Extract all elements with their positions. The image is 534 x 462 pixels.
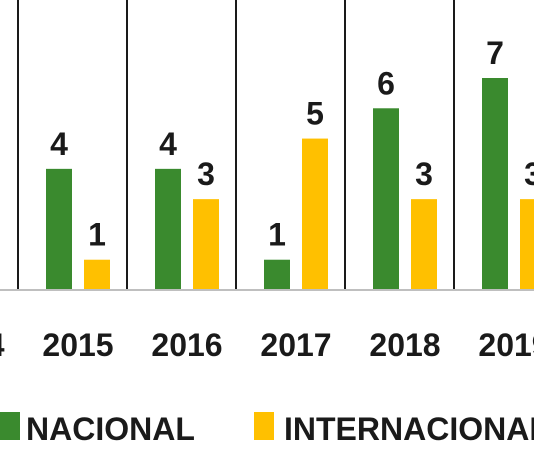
value-label-internacional-2016: 3 [197,156,215,192]
bar-internacional-2017 [302,138,328,290]
bar-nacional-2017 [264,259,290,290]
x-tick-label-2017: 2017 [260,327,331,363]
legend-swatch-nacional [0,412,20,440]
bar-nacional-2018 [373,108,399,291]
x-tick-label-2019: 2019 [478,327,534,363]
legend-swatch-internacional [254,412,274,440]
x-tick-labels: 2014 2015 2016 2017 2018 2019 [0,327,534,363]
legend-label-nacional: NACIONAL [26,411,195,447]
x-tick-label-2016: 2016 [151,327,222,363]
bars [46,78,534,291]
legend: NACIONAL INTERNACIONAL [0,411,534,447]
bar-internacional-2018 [411,199,437,290]
value-label-nacional-2019: 7 [486,35,504,71]
value-label-internacional-2015: 1 [88,217,106,253]
bar-nacional-2016 [155,168,181,290]
bar-nacional-2019 [482,78,508,290]
x-tick-label-2018: 2018 [369,327,440,363]
value-label-nacional-2015: 4 [50,126,68,162]
x-tick-label-2015: 2015 [42,327,113,363]
value-label-nacional-2017: 1 [268,217,286,253]
value-label-internacional-2018: 3 [415,156,433,192]
bar-internacional-2015 [84,259,110,290]
value-label-nacional-2018: 6 [377,65,395,101]
value-label-nacional-2016: 4 [159,126,177,162]
value-label-internacional-2019: 3 [524,156,534,192]
x-tick-label-2014: 2014 [0,327,5,363]
bar-internacional-2019 [520,199,534,290]
category-separators [17,0,455,290]
bar-internacional-2016 [193,199,219,290]
value-label-internacional-2017: 5 [306,96,324,132]
legend-label-internacional: INTERNACIONAL [284,411,534,447]
bar-nacional-2015 [46,168,72,290]
